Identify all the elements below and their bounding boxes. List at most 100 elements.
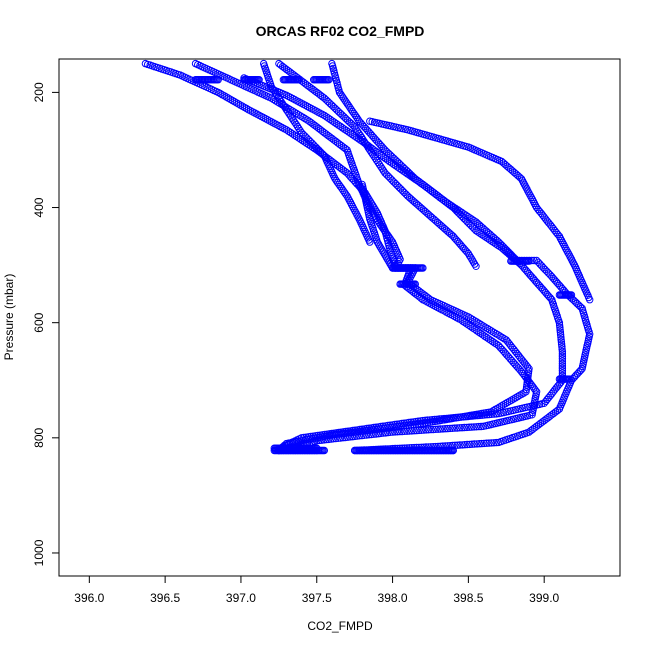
data-point <box>428 416 437 424</box>
data-point <box>468 412 477 420</box>
x-tick-label: 397.0 <box>226 591 256 605</box>
data-point <box>465 423 473 431</box>
x-tick-label: 396.5 <box>150 591 180 605</box>
data-point <box>499 401 508 409</box>
data-point <box>557 333 565 341</box>
data-point <box>419 264 427 272</box>
data-point <box>400 419 408 427</box>
data-point <box>456 441 464 449</box>
data-point <box>554 230 562 239</box>
data-point <box>527 426 535 435</box>
data-point <box>391 428 399 436</box>
data-point <box>335 88 344 97</box>
x-tick-label: 398.5 <box>453 591 483 605</box>
data-point <box>507 396 516 404</box>
data-point <box>417 426 425 434</box>
data-point <box>467 221 475 230</box>
data-point <box>442 414 451 423</box>
data-point <box>482 439 491 447</box>
data-point <box>328 429 336 438</box>
data-point <box>381 429 390 437</box>
data-point <box>360 431 368 439</box>
data-point <box>395 420 404 428</box>
data-point <box>419 416 427 425</box>
data-point <box>458 441 466 449</box>
data-point <box>398 187 407 195</box>
data-point <box>557 335 565 344</box>
x-tick-label: 398.0 <box>378 591 408 605</box>
data-point <box>220 92 229 100</box>
data-point <box>378 246 386 254</box>
data-point <box>454 413 463 421</box>
data-point <box>479 422 488 430</box>
data-point <box>494 241 502 249</box>
data-point <box>400 427 409 435</box>
data-point <box>335 428 343 437</box>
data-point <box>255 76 263 84</box>
data-point <box>471 412 479 420</box>
data-point <box>384 428 392 437</box>
data-point <box>388 176 396 184</box>
data-point <box>558 355 567 363</box>
data-point <box>400 188 408 197</box>
data-point <box>516 391 524 399</box>
data-point <box>412 417 420 426</box>
data-point <box>472 262 480 270</box>
data-point <box>396 427 404 436</box>
data-point <box>341 433 349 442</box>
data-point <box>348 433 356 441</box>
data-point <box>417 294 425 302</box>
data-point <box>339 434 347 442</box>
data-point <box>374 430 383 438</box>
data-point <box>542 397 550 406</box>
data-point <box>567 291 576 299</box>
data-point <box>352 113 361 122</box>
data-point <box>463 440 471 449</box>
data-point <box>234 100 243 108</box>
data-point <box>411 280 419 288</box>
data-point <box>410 427 418 435</box>
data-point <box>350 109 358 118</box>
data-point <box>314 431 322 440</box>
data-point <box>388 421 397 429</box>
data-point <box>472 423 481 431</box>
data-point <box>495 438 503 447</box>
data-point <box>436 425 445 433</box>
data-point <box>558 367 567 375</box>
data-point <box>558 345 566 353</box>
data-point <box>426 416 434 424</box>
data-point <box>492 438 500 447</box>
x-axis-label: CO2_FMPD <box>307 619 373 633</box>
data-point <box>460 423 469 432</box>
data-point <box>566 375 574 383</box>
data-point <box>386 421 394 429</box>
data-point <box>242 104 251 113</box>
data-point <box>558 350 567 358</box>
data-point <box>475 440 483 448</box>
data-point <box>546 294 554 302</box>
data-point <box>336 434 345 442</box>
data-point <box>366 238 374 246</box>
data-point <box>477 422 485 431</box>
data-point <box>448 424 457 432</box>
data-point <box>525 365 533 373</box>
data-point <box>390 178 398 186</box>
data-point <box>341 96 349 104</box>
data-point <box>485 439 493 447</box>
data-point <box>342 98 350 106</box>
data-point <box>490 439 498 447</box>
data-point <box>455 424 464 432</box>
data-point <box>424 426 433 434</box>
data-point <box>453 424 461 432</box>
data-point <box>395 183 403 191</box>
data-point <box>464 412 472 421</box>
data-point <box>377 244 385 252</box>
data-point <box>478 230 486 239</box>
data-point <box>379 422 387 430</box>
data-point <box>337 90 345 99</box>
data-point <box>445 414 453 422</box>
data-point <box>403 427 411 435</box>
data-point <box>381 422 390 430</box>
x-tick-label: 397.5 <box>302 591 332 605</box>
